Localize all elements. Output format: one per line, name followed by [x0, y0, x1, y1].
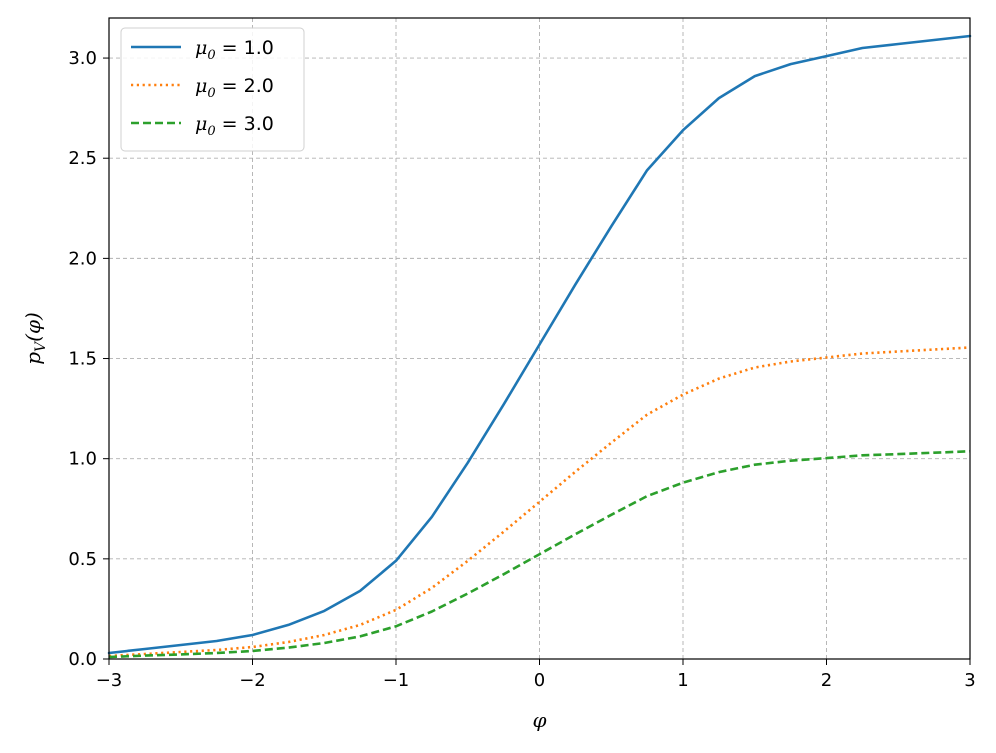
x-tick-label: 0: [534, 670, 545, 691]
x-tick-label: 3: [964, 670, 975, 691]
x-tick-label: −1: [383, 670, 410, 691]
y-tick-label: 3.0: [68, 48, 97, 69]
x-tick-label: −2: [239, 670, 266, 691]
legend-label-3: μ0 = 3.0: [195, 113, 274, 139]
x-axis-ticks: −3 −2 −1 0 1 2 3: [96, 659, 976, 691]
y-tick-label: 0.5: [68, 549, 97, 570]
legend-label-1: μ0 = 1.0: [195, 37, 274, 63]
x-tick-label: −3: [96, 670, 123, 691]
y-tick-label: 2.0: [68, 248, 97, 269]
series-lines: [107, 34, 972, 659]
series-line-3: [108, 450, 971, 659]
series-line-2: [108, 346, 971, 658]
x-tick-label: 2: [821, 670, 832, 691]
y-tick-label: 1.0: [68, 449, 97, 470]
legend: μ0 = 1.0 μ0 = 2.0 μ0 = 3.0: [120, 27, 305, 152]
y-tick-label: 1.5: [68, 349, 97, 370]
legend-box: [120, 27, 305, 152]
legend-label-2: μ0 = 2.0: [195, 75, 274, 101]
y-tick-label: 0.0: [68, 649, 97, 670]
x-tick-label: 1: [677, 670, 688, 691]
y-axis-label: pV(φ): [21, 312, 49, 365]
y-axis-ticks: 0.0 0.5 1.0 1.5 2.0 2.5 3.0: [68, 48, 109, 670]
series-line-1: [107, 34, 972, 655]
x-axis-label: φ: [532, 708, 546, 732]
y-tick-label: 2.5: [68, 148, 97, 169]
